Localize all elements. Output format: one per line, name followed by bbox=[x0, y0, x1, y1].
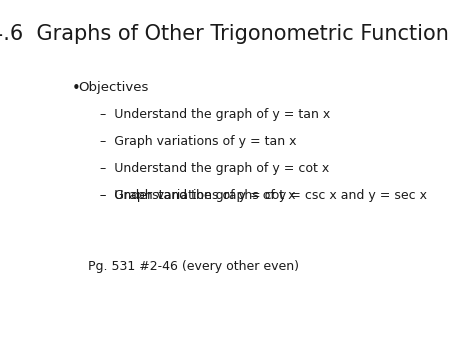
Text: –  Graph variations of y = cot x: – Graph variations of y = cot x bbox=[100, 189, 296, 202]
Text: –  Graph variations of y = tan x: – Graph variations of y = tan x bbox=[100, 135, 297, 148]
Text: Pg. 531 #2-46 (every other even): Pg. 531 #2-46 (every other even) bbox=[89, 260, 299, 273]
Text: 4.6  Graphs of Other Trigonometric Functions: 4.6 Graphs of Other Trigonometric Functi… bbox=[0, 24, 450, 44]
Text: –  Understand the graphs of y = csc x and y = sec x: – Understand the graphs of y = csc x and… bbox=[100, 189, 427, 202]
Text: –  Understand the graph of y = cot x: – Understand the graph of y = cot x bbox=[100, 162, 329, 175]
Text: •: • bbox=[72, 81, 81, 96]
Text: –  Understand the graph of y = tan x: – Understand the graph of y = tan x bbox=[100, 108, 330, 121]
Text: Objectives: Objectives bbox=[79, 81, 149, 94]
